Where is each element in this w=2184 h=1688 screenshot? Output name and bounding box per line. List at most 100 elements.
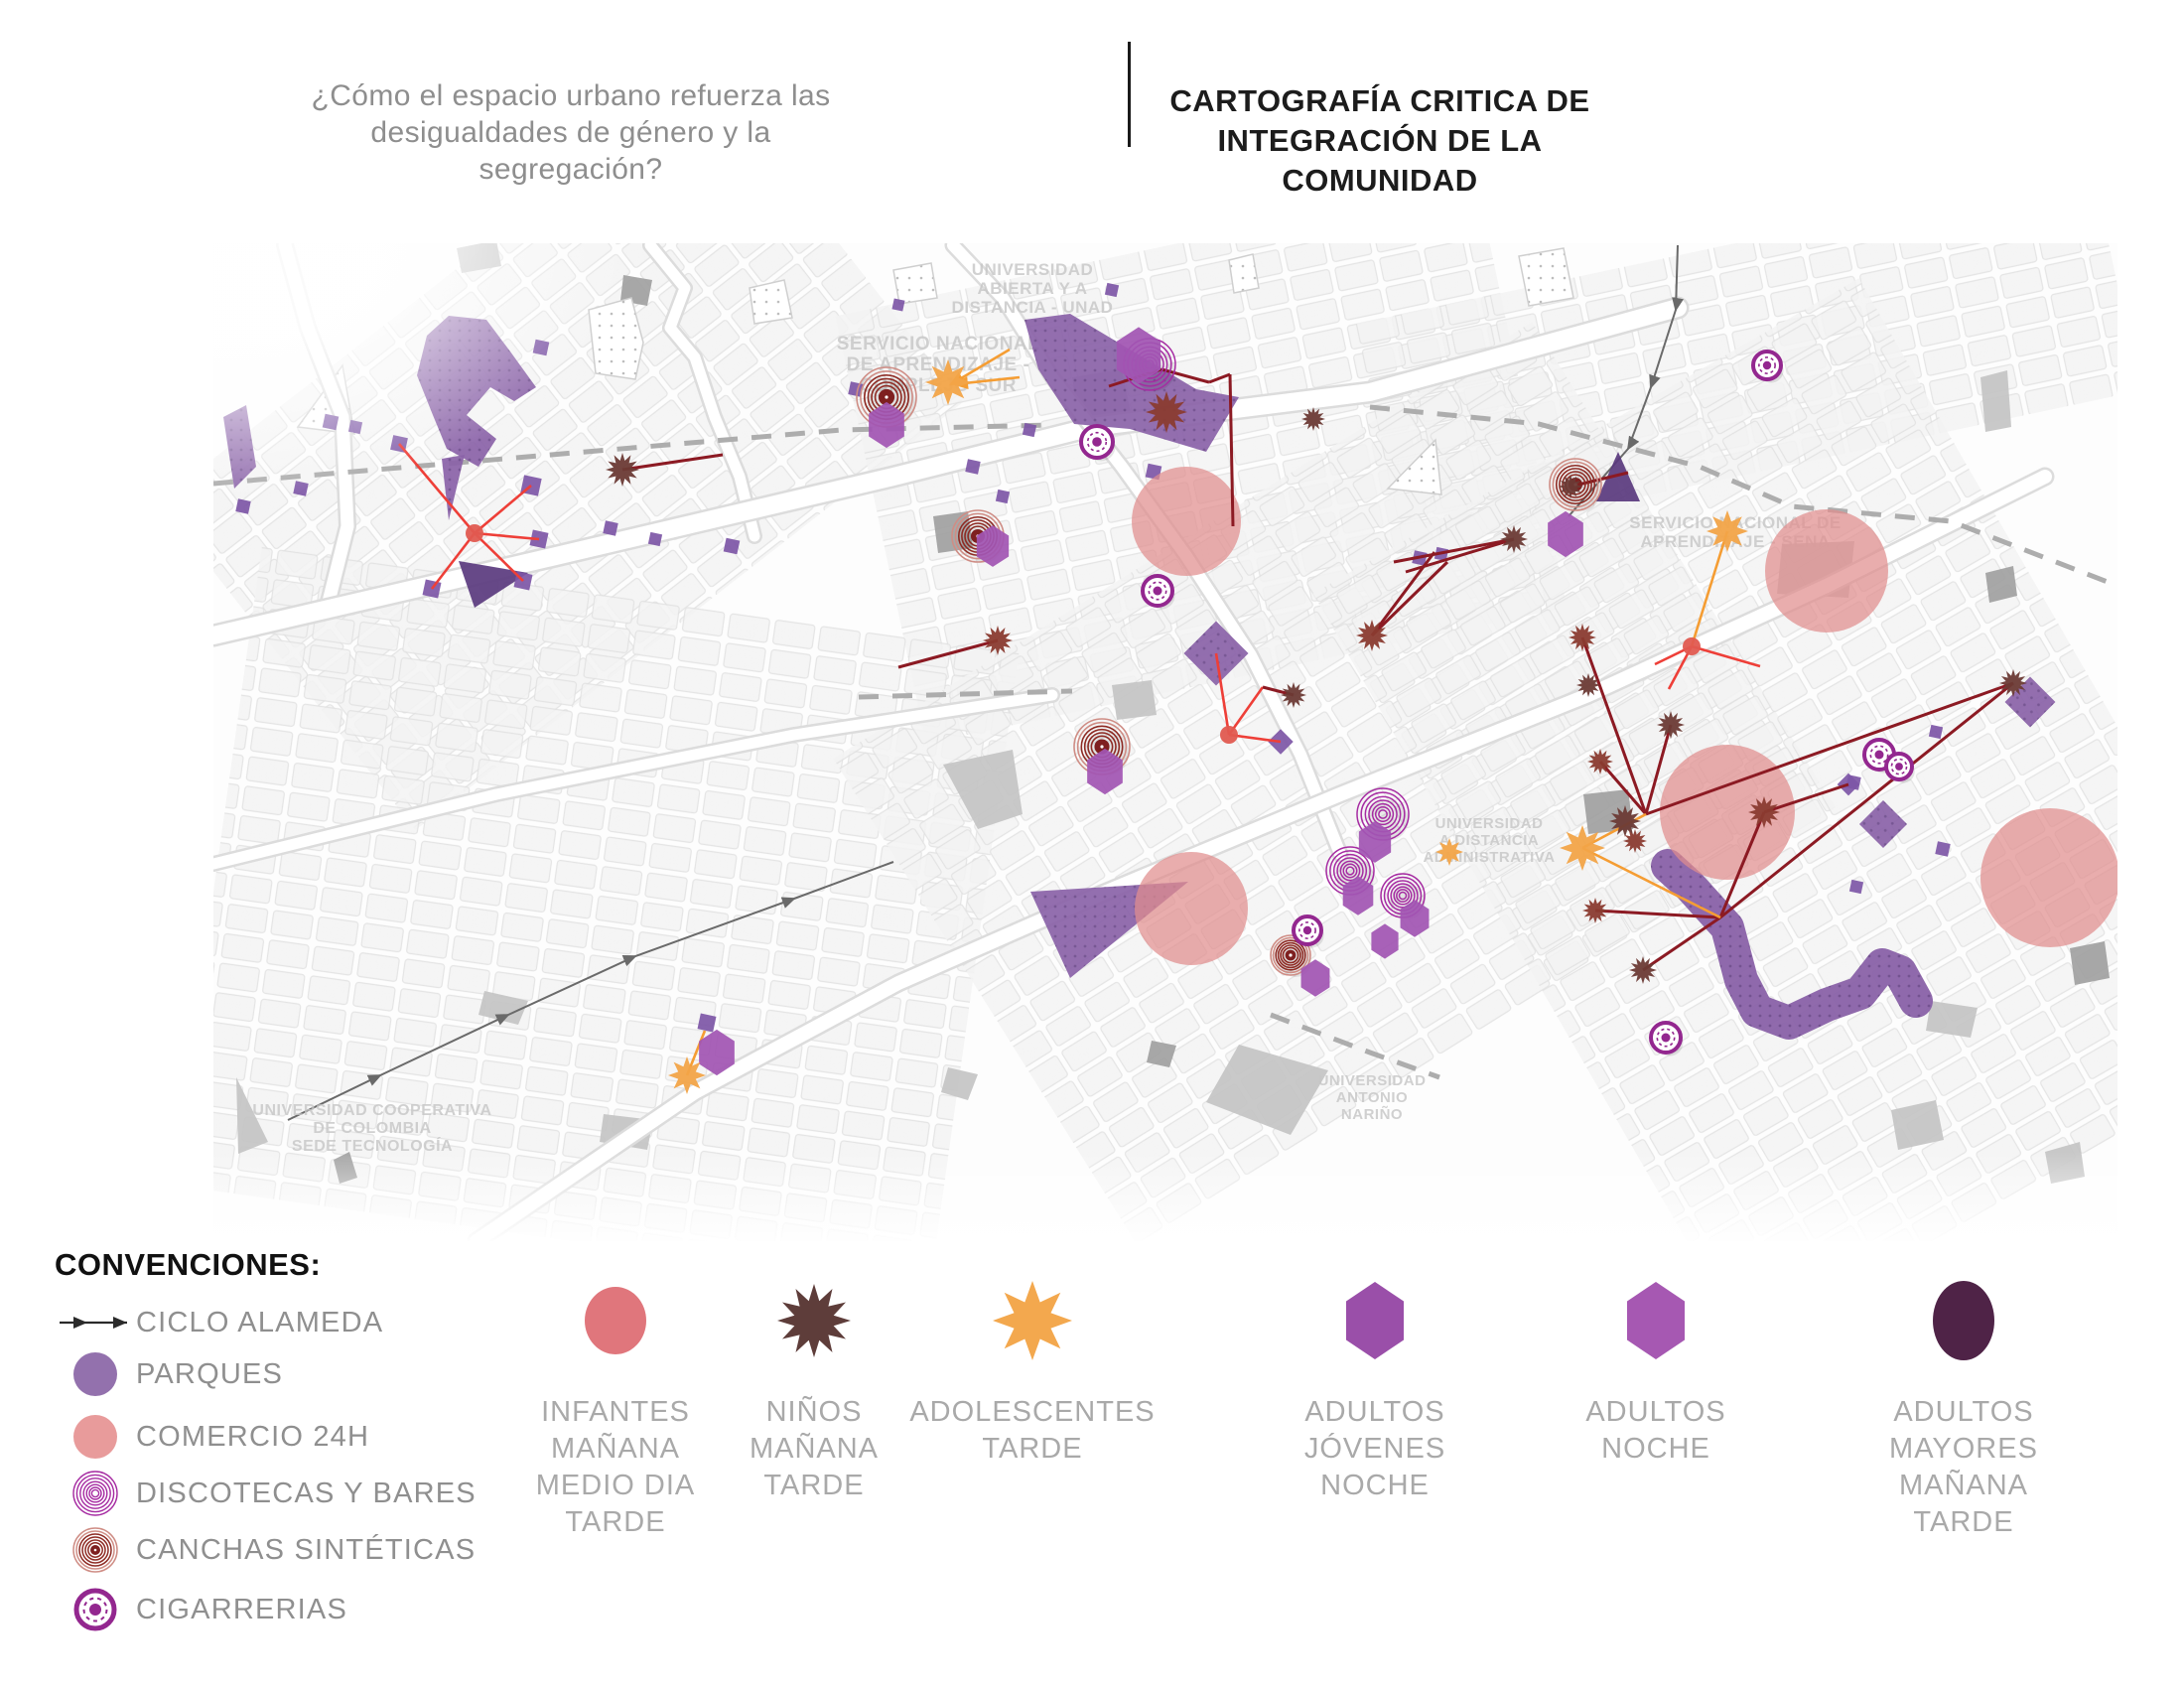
cigarreria-dashed-ring bbox=[1656, 1028, 1676, 1048]
park-wedge bbox=[1596, 452, 1640, 501]
cigarreria-icon bbox=[1079, 424, 1116, 462]
darkred-network-edge bbox=[1393, 537, 1515, 564]
ninos-star bbox=[1356, 620, 1388, 651]
ninos-star bbox=[1748, 796, 1780, 828]
comercio-24h-circle bbox=[1765, 509, 1888, 633]
cancha-ring bbox=[1270, 934, 1311, 976]
discoteca-ring bbox=[1398, 891, 1408, 901]
question-line1: ¿Cómo el espacio urbano refuerza las bbox=[311, 79, 831, 112]
park-square bbox=[995, 489, 1011, 504]
boundary-dashed-line bbox=[1369, 404, 2114, 587]
adultos-mayores-ellipse-icon bbox=[1933, 1281, 1994, 1360]
ciclo-alameda-route bbox=[1568, 244, 1684, 517]
cancha-ring bbox=[1549, 458, 1602, 511]
park-square bbox=[965, 459, 981, 475]
adultos-hexagon bbox=[1371, 923, 1399, 959]
symbol-label-adultos-jovenes: ADULTOS JÓVENES NOCHE bbox=[1303, 1396, 1446, 1501]
ninos-star bbox=[1582, 898, 1608, 923]
ninos-star bbox=[1569, 624, 1596, 651]
park-square bbox=[1848, 879, 1864, 895]
legend-item-label: DISCOTECAS Y BARES bbox=[136, 1477, 477, 1509]
red-network-edge bbox=[1227, 686, 1265, 736]
park-square bbox=[647, 531, 663, 547]
map-place-label-line: UNIVERSIDAD bbox=[1435, 815, 1544, 832]
comercio-24h-icon bbox=[73, 1415, 117, 1459]
cigarreria-dashed-ring bbox=[1298, 921, 1316, 939]
road bbox=[213, 689, 1058, 870]
adultos-hexagon bbox=[1087, 748, 1123, 795]
ninos-star bbox=[1576, 673, 1600, 697]
darkred-network-edge bbox=[897, 638, 999, 669]
symbol-label-adolescentes: ADOLESCENTES TARDE bbox=[909, 1396, 1156, 1465]
symbol-label-adultos-mayores: ADULTOS MAYORES MAÑANA TARDE bbox=[1889, 1396, 2038, 1538]
darkred-network-edge bbox=[1642, 915, 1721, 972]
adolescentes-star bbox=[925, 359, 971, 405]
cigarreria-dot bbox=[1302, 925, 1312, 935]
building-footprint bbox=[943, 750, 1023, 829]
discoteca-ring bbox=[1378, 809, 1388, 819]
research-question: ¿Cómo el espacio urbano refuerza las des… bbox=[298, 77, 844, 188]
cancha-center-dot bbox=[885, 395, 888, 399]
red-network-edge bbox=[1214, 652, 1231, 736]
ninos-star bbox=[983, 626, 1013, 655]
symbol-label-adultos: ADULTOS NOCHE bbox=[1585, 1396, 1726, 1465]
ninos-star bbox=[1587, 749, 1613, 774]
canchas-icon bbox=[72, 1527, 118, 1573]
symbol-adultos-mayores: ADULTOS MAYORES MAÑANA TARDE bbox=[1825, 1273, 2103, 1541]
symbol-adultos-jovenes: ADULTOS JÓVENES NOCHE bbox=[1236, 1273, 1514, 1504]
cigarreria-icon bbox=[1884, 752, 1915, 783]
discoteca-ring bbox=[1396, 889, 1410, 903]
vacant-lot bbox=[1386, 438, 1442, 495]
legend-item-label: COMERCIO 24H bbox=[136, 1420, 370, 1453]
adultos-hexagon bbox=[1300, 959, 1330, 997]
adolescentes-star bbox=[1435, 838, 1463, 866]
adultos-hexagon bbox=[976, 525, 1010, 567]
map-place-label-line: ABIERTA Y A bbox=[978, 279, 1088, 298]
building-footprint bbox=[236, 1077, 268, 1154]
park-square bbox=[1935, 841, 1951, 857]
discoteca-ring bbox=[1393, 886, 1413, 906]
ninos-star bbox=[1500, 525, 1528, 553]
legend-item-label: PARQUES bbox=[136, 1357, 284, 1390]
adolescentes-star-icon bbox=[993, 1281, 1072, 1360]
building-footprint bbox=[1891, 1100, 1944, 1150]
parques-icon bbox=[73, 1352, 117, 1396]
legend-item-label: CANCHAS SINTÉTICAS bbox=[136, 1533, 477, 1566]
ninos-star bbox=[1657, 711, 1685, 739]
cancha-ring bbox=[1552, 461, 1599, 508]
red-network-edge bbox=[430, 532, 477, 590]
map-place-label-line: A DISTANCIA bbox=[1439, 832, 1540, 849]
darkred-network-edge bbox=[1405, 537, 1515, 574]
symbol-infantes: INFANTES MAÑANA MEDIO DIA TARDE bbox=[477, 1273, 754, 1541]
building-footprint bbox=[1206, 1045, 1328, 1135]
legend-item-canchas: CANCHAS SINTÉTICAS bbox=[55, 1524, 476, 1576]
orange-network-edge bbox=[1581, 846, 1721, 919]
legend-item-discotecas: DISCOTECAS Y BARES bbox=[55, 1468, 477, 1519]
park-square bbox=[1104, 282, 1120, 298]
cancha-ring bbox=[1277, 941, 1304, 969]
map-place-label-line: UNIVERSIDAD bbox=[1318, 1072, 1427, 1089]
orange-network-edge bbox=[1690, 530, 1729, 647]
discoteca-ring bbox=[1342, 863, 1358, 879]
comercio-24h-circle bbox=[1132, 467, 1241, 576]
park-square bbox=[603, 520, 618, 536]
vacant-lot bbox=[1228, 253, 1260, 294]
map-place-label: UNIVERSIDAD COOPERATIVA DE COLOMBIA SEDE T… bbox=[252, 1102, 491, 1155]
map-place-label-line: DE COLOMBIA bbox=[313, 1120, 431, 1137]
ninos-star bbox=[1301, 407, 1325, 431]
map-place-label-line: SERVICIO NACIONAL bbox=[837, 334, 1040, 354]
map-corner-fade bbox=[213, 243, 630, 501]
cancha-ring bbox=[1559, 468, 1592, 501]
adultos-hexagon bbox=[1116, 327, 1161, 384]
discoteca-ring bbox=[1345, 866, 1355, 876]
discoteca-ring bbox=[1374, 805, 1392, 823]
title-line2: INTEGRACIÓN DE LA COMUNIDAD bbox=[1217, 123, 1543, 198]
header-divider bbox=[1128, 42, 1131, 147]
ninos-star bbox=[1146, 391, 1187, 433]
cigarreria-dashed-ring bbox=[1148, 581, 1167, 601]
ninos-star bbox=[1623, 829, 1647, 853]
ninos-star bbox=[1559, 475, 1582, 498]
cigarreria-dot bbox=[1153, 586, 1162, 596]
cigarreria-dashed-ring bbox=[1869, 745, 1889, 765]
